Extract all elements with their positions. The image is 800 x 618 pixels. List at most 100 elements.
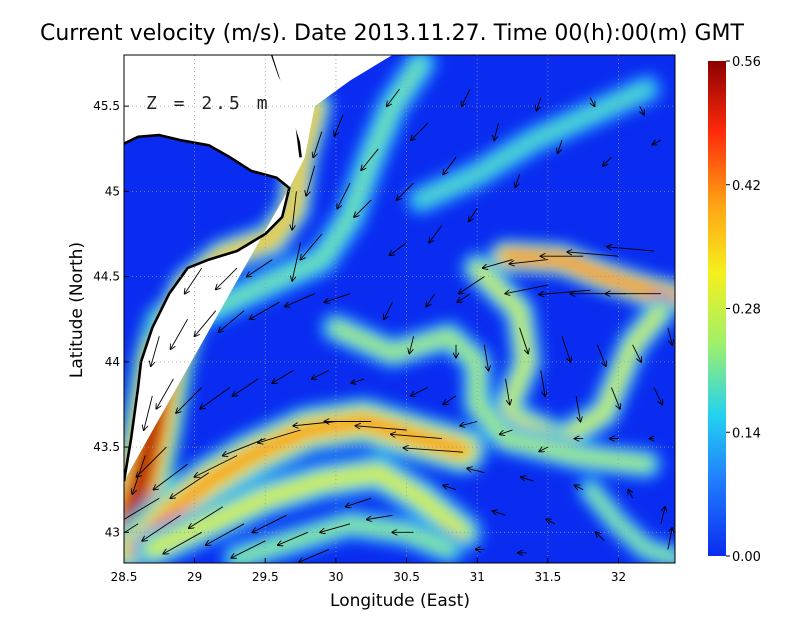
velocity-vector [404,448,464,453]
velocity-vector [409,336,415,353]
velocity-vector [667,528,672,550]
velocity-vector [299,548,330,562]
velocity-vector [500,429,513,434]
velocity-vector [387,88,400,106]
velocity-vector [653,387,663,404]
velocity-vector [483,344,488,371]
velocity-vector [443,485,457,491]
velocity-vector [142,514,181,541]
velocity-vector [176,387,203,413]
velocity-vector [603,156,612,166]
x-tick-label: 32 [611,570,626,584]
velocity-vector [367,514,393,519]
velocity-vector [391,434,442,440]
speed-band-north-east-flow [404,73,663,216]
velocity-vector [185,267,203,294]
velocity-vector [457,293,471,303]
velocity-vector [233,378,259,396]
velocity-vector [206,523,245,545]
x-tick-label: 31 [470,570,485,584]
velocity-vector [546,520,556,524]
velocity-vector [216,267,238,289]
velocity-vector [354,199,372,217]
velocity-vector [510,259,548,264]
velocity-vector [356,426,407,431]
plot-area: Z = 2.5 m [123,54,676,564]
velocity-vector [384,301,393,319]
y-tick-label: 45.5 [93,99,120,113]
velocity-vector [539,447,548,451]
velocity-vector [519,327,529,354]
y-axis-ticks: 43 43.5 44 44.5 45 45.5 [93,99,129,539]
velocity-vector [558,140,563,153]
velocity-vector [171,472,210,499]
x-tick-label: 29.5 [252,570,279,584]
colorbar-tick-label: 0.56 [732,55,761,70]
velocity-vector [156,378,174,409]
colorbar-ticks: 0.56 0.42 0.28 0.14 0.00 [726,55,761,565]
land-area [124,55,305,482]
velocity-vector [390,242,407,256]
colorbar-ramp [708,61,726,556]
velocity-vector [426,293,436,307]
speed-band-southeast-coast [576,476,675,563]
speed-band-southwest-sweep [132,452,484,563]
velocity-vector [272,370,294,383]
velocity-vector [483,259,513,269]
velocity-vector [171,318,188,349]
velocity-vector [660,507,665,524]
grid [124,55,675,563]
colorbar-tick-label: 0.42 [732,179,761,194]
velocity-vector [515,174,521,187]
velocity-vector [652,140,662,144]
land-mask [124,55,393,482]
velocity-vector [195,310,217,337]
velocity-vector [258,429,301,443]
velocity-vector [189,506,224,528]
velocity-vector [247,259,273,277]
velocity-vector [521,477,534,482]
colorbar-tick-label: 0.14 [732,426,761,441]
velocity-vector [443,395,457,405]
chart-title: Current velocity (m/s). Date 2013.11.27.… [40,21,745,46]
x-tick-label: 31.5 [534,570,561,584]
velocity-vector [144,395,153,430]
y-tick-label: 43 [105,525,120,539]
velocity-vector [320,523,351,533]
velocity-vector [411,122,429,140]
x-tick-label: 28.5 [111,570,138,584]
velocity-vector [632,344,642,362]
y-axis-label: Latitude (North) [67,242,87,378]
velocity-vector [575,395,580,422]
velocity-vector [219,310,245,332]
coastline-western-coast [124,133,291,482]
velocity-vector [335,114,344,136]
velocity-vector [429,225,443,243]
velocity-vector [231,540,266,558]
velocity-vector [667,327,672,345]
velocity-vector [306,165,316,196]
depth-label: Z = 2.5 m [146,93,271,114]
velocity-vector [154,463,188,490]
velocity-vector [540,370,545,396]
velocity-vector [325,293,351,303]
x-tick-label: 30 [328,570,343,584]
velocity-vector [610,387,620,408]
y-tick-label: 44.5 [93,270,120,284]
velocity-vector [278,531,308,545]
velocity-vector [590,97,594,107]
velocity-vector [607,247,654,252]
velocity-vector [195,455,238,477]
velocity-vector [301,233,323,260]
x-tick-label: 29 [187,570,202,584]
colorbar: 0.56 0.42 0.28 0.14 0.00 [708,55,761,565]
velocity-vector [469,208,478,221]
velocity-vector [640,105,644,115]
velocity-vector [337,182,351,209]
velocity-vector [596,344,606,366]
velocity-vector [460,421,478,426]
velocity-vector [462,88,471,106]
velocity-vector [351,378,365,383]
x-tick-label: 30.5 [393,570,420,584]
